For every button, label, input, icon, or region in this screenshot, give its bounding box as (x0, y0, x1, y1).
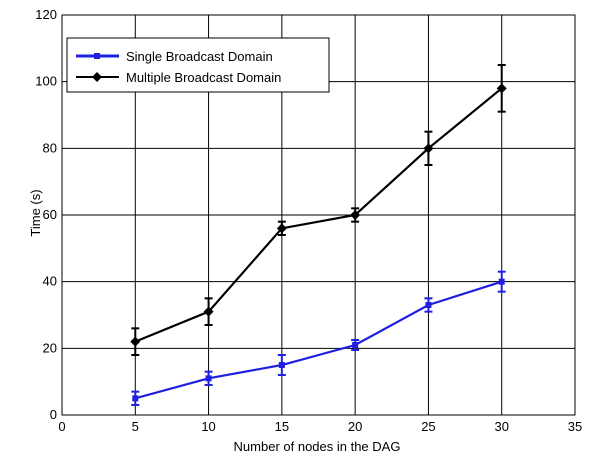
data-point (130, 336, 141, 347)
series-line (134, 87, 503, 343)
data-point (496, 83, 507, 94)
y-tick-label: 0 (50, 407, 57, 422)
legend: Single Broadcast Domain Multiple Broadca… (66, 37, 330, 93)
axes: 0 5 10 15 20 25 30 35 0 20 40 60 80 100 120 (35, 7, 582, 434)
legend-marker-single (94, 53, 100, 59)
y-tick-label: 20 (43, 340, 57, 355)
data-point (276, 223, 287, 234)
y-tick-label: 60 (43, 207, 57, 222)
x-tick-label: 35 (568, 419, 582, 434)
data-point (352, 342, 359, 348)
y-axis-label: Time (s) (28, 189, 43, 236)
series-multiple-broadcast-domain (130, 64, 507, 356)
data-point (350, 210, 361, 220)
legend-label-multiple: Multiple Broadcast Domain (126, 70, 281, 85)
data-point (423, 143, 434, 154)
x-tick-label: 20 (348, 419, 362, 434)
y-tick-label: 120 (35, 7, 57, 22)
data-point (425, 302, 432, 308)
legend-box (66, 37, 330, 93)
plot-frame (61, 14, 576, 416)
x-tick-label: 25 (421, 419, 435, 434)
x-tick-label: 10 (201, 419, 215, 434)
y-tick-label: 40 (43, 274, 57, 289)
x-tick-label: 30 (494, 419, 508, 434)
data-point (205, 375, 212, 382)
legend-label-single: Single Broadcast Domain (126, 49, 273, 64)
x-tick-label: 0 (58, 419, 65, 434)
y-tick-label: 80 (43, 140, 57, 155)
series-single-broadcast-domain (131, 270, 506, 406)
data-point (498, 278, 505, 285)
legend-marker-multiple (92, 72, 102, 82)
y-tick-label: 100 (35, 74, 57, 89)
x-axis-label: Number of nodes in the DAG (234, 439, 401, 454)
data-series (130, 64, 507, 406)
x-tick-label: 5 (132, 419, 139, 434)
data-point (278, 362, 285, 368)
x-tick-label: 15 (275, 419, 289, 434)
data-point (203, 306, 214, 317)
series-line (134, 280, 503, 400)
data-point (132, 395, 139, 402)
